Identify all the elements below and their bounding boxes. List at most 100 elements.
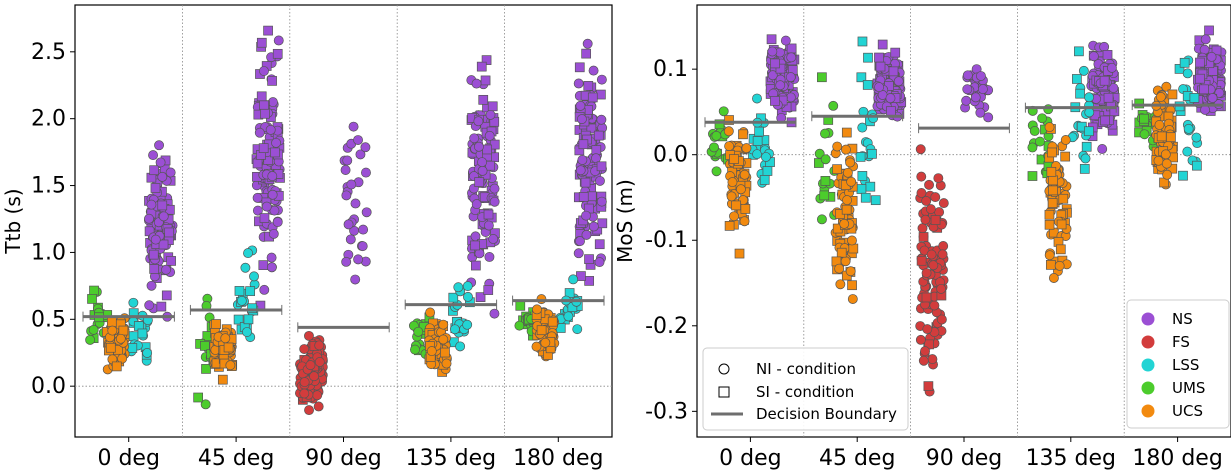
point-ums — [711, 166, 722, 177]
point-ns — [581, 48, 592, 59]
point-fs — [921, 292, 932, 303]
y-axis-label: Ttb (s) — [1, 188, 25, 254]
point-fs — [937, 249, 948, 260]
point-ns — [487, 101, 498, 112]
point-ucs — [426, 346, 437, 357]
legend-swatch — [1141, 381, 1155, 395]
legend-label: SI - condition — [756, 383, 854, 401]
x-tick-label: 90 deg — [926, 446, 1002, 470]
point-ns — [780, 35, 791, 46]
y-tick-label: 1.5 — [31, 174, 66, 199]
legend-label: NS — [1172, 310, 1193, 328]
point-ns — [355, 149, 366, 160]
point-ns — [1195, 73, 1205, 84]
point-lss — [870, 195, 881, 206]
point-ns — [259, 66, 269, 77]
y-tick-label: 1.0 — [31, 240, 66, 265]
point-ns — [596, 161, 607, 172]
point-ucs — [842, 195, 853, 206]
point-ns — [482, 144, 492, 155]
point-ns — [597, 218, 608, 229]
point-ns — [484, 251, 495, 262]
point-ns — [962, 84, 973, 95]
point-fs — [309, 371, 319, 382]
point-ns — [483, 220, 494, 231]
point-lss — [242, 327, 252, 338]
point-ns — [475, 292, 486, 302]
point-ucs — [1060, 135, 1071, 145]
point-ucs — [1046, 166, 1057, 177]
point-ns — [350, 274, 361, 285]
point-ns — [346, 179, 357, 190]
point-ucs — [225, 360, 236, 371]
point-ns — [477, 157, 488, 168]
point-ns — [786, 43, 797, 54]
point-ucs — [842, 167, 853, 178]
point-ums — [87, 294, 97, 304]
point-ns — [252, 192, 263, 203]
point-ns — [341, 190, 352, 201]
legend-swatch — [1141, 404, 1155, 418]
point-ns — [573, 78, 584, 89]
point-ums — [1029, 126, 1040, 136]
point-fs — [314, 357, 325, 367]
point-lss — [1182, 68, 1193, 79]
point-fs — [921, 268, 932, 278]
point-ucs — [211, 319, 221, 329]
point-ucs — [441, 358, 452, 369]
point-ucs — [841, 204, 852, 215]
point-fs — [917, 223, 928, 234]
point-fs — [925, 204, 936, 215]
point-fs — [928, 260, 939, 271]
point-lss — [127, 343, 138, 353]
point-ums — [410, 344, 420, 355]
point-ns — [483, 285, 494, 295]
point-fs — [938, 241, 949, 251]
scatter-points — [706, 25, 1227, 397]
point-lss — [1189, 93, 1200, 103]
point-ns — [593, 130, 604, 141]
point-ns — [578, 139, 589, 150]
point-ucs — [1153, 155, 1164, 166]
point-lss — [857, 122, 868, 133]
point-lss — [128, 297, 139, 308]
point-ns — [165, 167, 176, 178]
point-ucs — [1060, 151, 1071, 162]
point-ucs — [1166, 132, 1176, 143]
point-ums — [201, 364, 211, 374]
x-tick-label: 45 deg — [198, 446, 274, 470]
decision-boundaries — [704, 100, 1224, 134]
point-ns — [149, 165, 159, 176]
point-fs — [918, 355, 929, 366]
point-fs — [926, 249, 937, 260]
point-ums — [1043, 104, 1054, 115]
point-ns — [580, 177, 591, 188]
legend-label: UMS — [1172, 379, 1205, 397]
point-ucs — [734, 248, 745, 259]
point-ums — [718, 106, 729, 117]
point-ns — [1097, 144, 1108, 154]
point-ucs — [847, 294, 858, 304]
point-fs — [933, 173, 944, 184]
point-ns — [164, 227, 175, 238]
point-ns — [588, 221, 599, 232]
point-ucs — [105, 342, 116, 353]
point-ns — [272, 48, 283, 59]
point-ns — [144, 300, 155, 311]
y-tick-label: 0.5 — [31, 307, 66, 332]
point-ucs — [111, 361, 122, 372]
point-lss — [1174, 64, 1185, 74]
point-ucs — [726, 191, 737, 202]
point-ucs — [1055, 244, 1066, 255]
point-lss — [236, 295, 247, 306]
point-ucs — [1048, 185, 1058, 196]
point-fs — [920, 346, 930, 357]
y-tick-label: -0.2 — [645, 314, 688, 339]
point-ucs — [832, 164, 842, 175]
point-ns — [1099, 75, 1110, 86]
point-lss — [142, 348, 153, 358]
point-ns — [154, 140, 165, 151]
legend-label: FS — [1172, 333, 1190, 351]
point-ucs — [1044, 219, 1055, 230]
point-ns — [594, 239, 605, 250]
